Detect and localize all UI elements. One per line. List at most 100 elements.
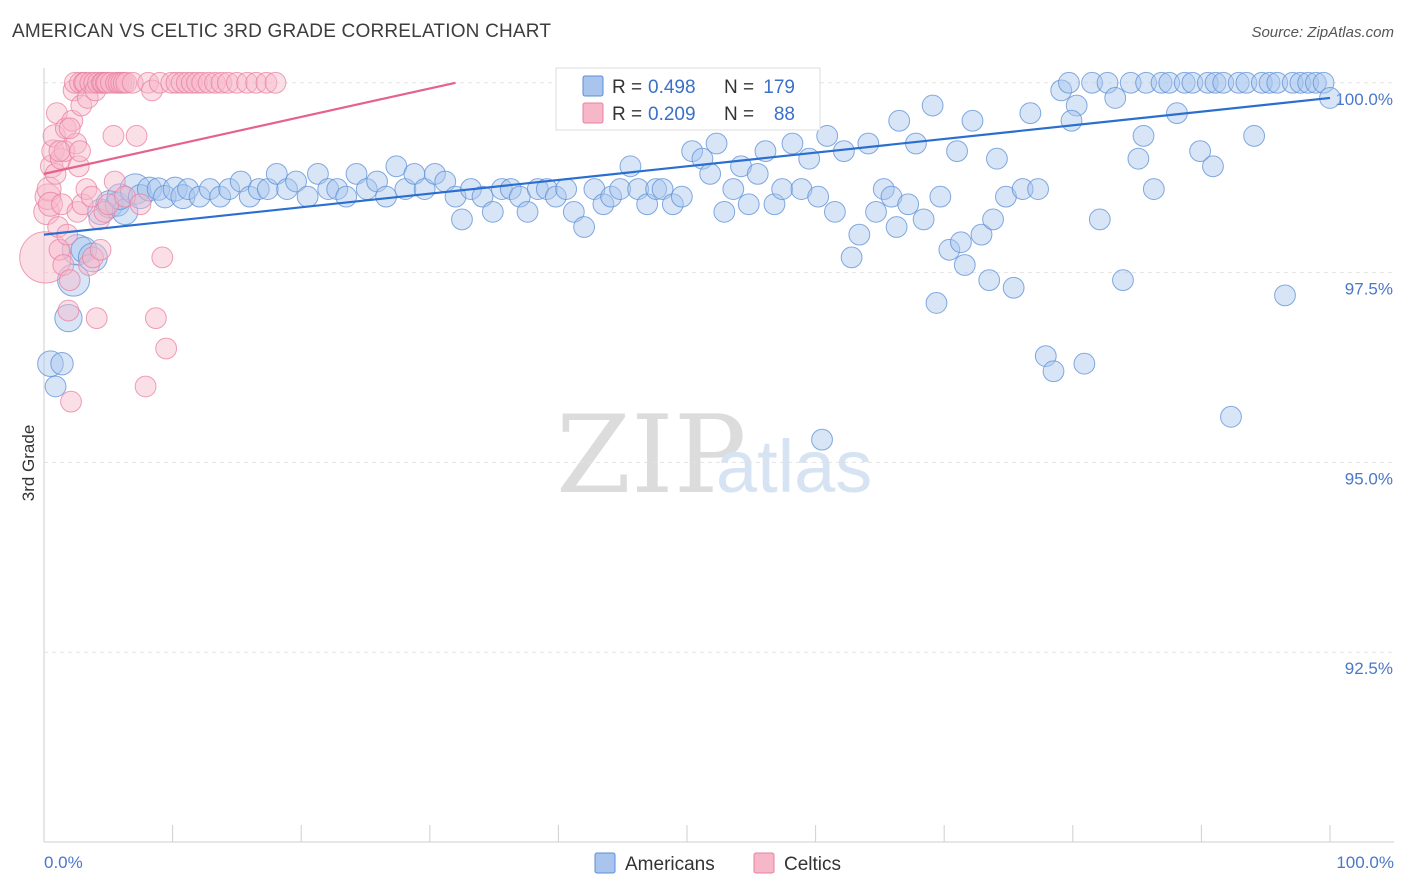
celtics-point [255, 71, 278, 94]
americans-point [1204, 71, 1227, 94]
americans-point [1060, 109, 1083, 132]
celtics-point [48, 140, 71, 163]
series-legend-swatch-americans [594, 852, 616, 874]
legend-americans-r-label: R = [612, 77, 642, 98]
americans-point [573, 216, 596, 238]
americans-point [1011, 178, 1034, 200]
series-legend-label-celtics: Celtics [784, 854, 841, 875]
celtics-point [56, 223, 79, 246]
americans-point [921, 94, 944, 117]
americans-point [1132, 125, 1155, 147]
americans-point [978, 269, 1001, 292]
americans-point [1304, 71, 1327, 94]
americans-point [1104, 87, 1127, 109]
americans-trend-line [43, 96, 1331, 236]
legend-celtics-n-label: N = [724, 104, 754, 125]
celtics-point [58, 117, 81, 140]
americans-point [1258, 71, 1281, 94]
y-axis-title: 3rd Grade [19, 425, 38, 502]
americans-point [645, 178, 668, 200]
americans-point [925, 292, 948, 314]
americans-point [946, 140, 968, 163]
celtics-point [236, 71, 259, 94]
celtics-point [151, 246, 174, 269]
americans-point [1142, 178, 1165, 200]
americans-point [982, 208, 1004, 231]
celtics-point [155, 337, 178, 360]
americans-point [1150, 71, 1173, 94]
celtics-point [97, 193, 120, 216]
celtics-point [102, 125, 125, 147]
celtics-point [103, 170, 126, 193]
americans-point [670, 185, 693, 208]
americans-point [950, 231, 972, 254]
americans-point [816, 125, 839, 147]
celtics-point [204, 71, 226, 94]
americans-point [1181, 71, 1204, 94]
americans-point [1088, 208, 1111, 231]
x-tick-label-min: 0.0% [44, 853, 83, 872]
americans-point [938, 238, 961, 261]
americans-point [218, 178, 241, 200]
americans-point [562, 200, 585, 223]
celtics-point [186, 71, 208, 94]
celtics-point [129, 193, 152, 216]
americans-point [1158, 71, 1181, 94]
americans-point [1119, 71, 1142, 94]
americans-point [1281, 71, 1304, 94]
americans-point [912, 208, 935, 231]
americans-point [345, 162, 368, 185]
americans-point [790, 178, 813, 200]
americans-point [153, 184, 177, 209]
celtics-point [80, 185, 103, 208]
americans-point [995, 185, 1017, 208]
celtics-trend-line [43, 81, 456, 175]
americans-point [1189, 140, 1212, 163]
celtics-point [144, 307, 167, 330]
americans-point [276, 178, 298, 200]
americans-point [209, 185, 232, 208]
americans-point [961, 109, 984, 132]
series-legend: Americans Celtics [594, 852, 841, 875]
celtics-point [121, 71, 144, 94]
celtics-point [34, 183, 62, 210]
americans-point [1058, 71, 1080, 94]
americans-point [771, 178, 794, 200]
celtics-point [37, 191, 63, 217]
americans-point [661, 193, 684, 216]
legend-swatch-americans [582, 75, 604, 97]
celtics-point [89, 238, 112, 261]
americans-point [285, 170, 307, 193]
americans-point [722, 178, 745, 200]
americans-point [811, 428, 833, 451]
americans-point [1297, 71, 1320, 94]
series-legend-label-americans: Americans [625, 854, 715, 875]
chart-title: AMERICAN VS CELTIC 3RD GRADE CORRELATION… [12, 21, 552, 42]
americans-point [326, 178, 349, 200]
americans-point [823, 200, 846, 223]
americans-point [1243, 125, 1266, 147]
legend-americans-n-value: 179 [763, 77, 795, 98]
americans-point [1220, 405, 1242, 428]
celtics-point [134, 375, 157, 398]
americans-point [50, 351, 74, 376]
celtics-point [125, 125, 148, 147]
celtics-point [264, 71, 287, 94]
celtics-point [148, 71, 171, 94]
americans-point [609, 178, 632, 200]
americans-point [929, 185, 952, 208]
americans-point [471, 185, 494, 208]
americans-point [1112, 269, 1134, 292]
celtics-point [85, 307, 108, 330]
axes [43, 68, 1394, 843]
legend-americans-n-label: N = [724, 77, 754, 98]
americans-point [1289, 71, 1312, 94]
americans-point [555, 178, 578, 200]
americans-point [1002, 276, 1025, 299]
americans-point [1235, 71, 1258, 94]
americans-point [880, 185, 903, 208]
americans-point [1274, 284, 1296, 307]
celtics-point [115, 71, 138, 94]
americans-point [857, 132, 880, 155]
